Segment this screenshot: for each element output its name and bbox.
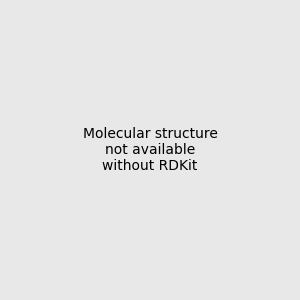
- Text: Molecular structure
not available
without RDKit: Molecular structure not available withou…: [82, 127, 218, 173]
